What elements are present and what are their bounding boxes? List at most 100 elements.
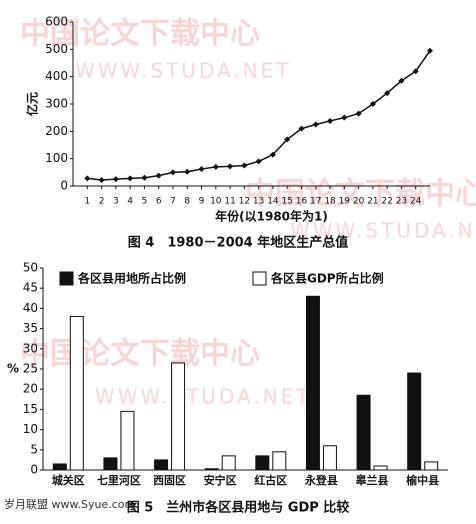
- legend-label: 各区县用地所占比例: [77, 271, 186, 286]
- bar: [120, 410, 135, 471]
- bar: [69, 315, 84, 471]
- x-tick-label: 18: [324, 197, 336, 207]
- point: [369, 101, 376, 107]
- y-tick-label: 10: [23, 422, 38, 436]
- y-tick-label: 0: [60, 179, 68, 193]
- x-tick-label: 榆中县: [406, 473, 439, 487]
- x-tick-label: 23: [396, 197, 407, 207]
- watermark: WWW.STUDA.NET: [290, 219, 476, 243]
- bar: [356, 394, 371, 471]
- bar: [221, 455, 236, 471]
- y-axis-label: 亿元: [25, 92, 40, 116]
- point: [341, 114, 348, 121]
- x-tick-label: 17: [310, 197, 321, 207]
- x-tick-label: 七里河区: [97, 473, 141, 487]
- point: [127, 175, 134, 182]
- point: [384, 90, 391, 97]
- y-tick-label: 25: [23, 362, 38, 376]
- bar: [373, 465, 388, 471]
- point: [412, 68, 419, 75]
- y-tick-label: 200: [45, 124, 68, 138]
- x-tick-label: 8: [184, 197, 190, 207]
- x-tick-label: 5: [142, 197, 148, 207]
- x-tick-label: 西固区: [153, 474, 186, 487]
- x-tick-label: 皋兰县: [356, 473, 389, 487]
- x-tick-label: 3: [113, 197, 119, 207]
- x-tick-label: 12: [239, 197, 250, 207]
- y-tick-label: 15: [23, 402, 38, 416]
- y-tick-label: 500: [45, 42, 68, 56]
- bar: [272, 451, 287, 471]
- point: [398, 77, 405, 84]
- x-tick-label: 24: [410, 197, 422, 207]
- point: [98, 176, 105, 183]
- y-tick-label: 50: [23, 261, 38, 275]
- point: [298, 125, 305, 132]
- x-tick-label: 19: [339, 197, 351, 207]
- bar: [103, 457, 118, 471]
- x-tick-label: 21: [367, 197, 378, 207]
- x-tick-label: 安宁区: [204, 473, 237, 487]
- y-tick-label: 35: [23, 321, 38, 335]
- legend-label: 各区县GDP所占比例: [270, 271, 384, 286]
- watermark: 中国论文下载中心: [245, 177, 476, 212]
- point: [198, 166, 205, 173]
- watermark: WWW.STUDA.NET: [95, 385, 312, 409]
- chart-caption: 图 4 1980－2004 年地区生产总值: [128, 235, 348, 251]
- y-axis-label: %: [7, 362, 19, 376]
- y-tick-label: 400: [45, 69, 68, 83]
- x-tick-label: 11: [224, 197, 235, 207]
- bar: [52, 463, 67, 471]
- bar: [171, 362, 186, 471]
- bar: [255, 455, 270, 471]
- legend-swatch: [59, 271, 74, 286]
- site-logo: 岁月联盟 www.Syue.com: [4, 497, 135, 511]
- point: [155, 172, 162, 179]
- watermark: WWW.STUDA.NET: [75, 59, 292, 83]
- point: [112, 176, 119, 183]
- point: [269, 151, 276, 158]
- point: [355, 110, 362, 117]
- chart-caption: 图 5 兰州市各区县用地与 GDP 比较: [127, 500, 350, 516]
- x-tick-label: 红古区: [254, 473, 287, 487]
- bar: [204, 468, 219, 471]
- x-tick-label: 4: [127, 197, 133, 207]
- y-tick-label: 600: [45, 15, 68, 29]
- point: [184, 168, 191, 175]
- point: [227, 163, 234, 170]
- x-tick-label: 城关区: [52, 473, 85, 487]
- point: [427, 47, 433, 54]
- x-tick-label: 7: [170, 197, 176, 207]
- y-tick-label: 0: [30, 463, 38, 477]
- y-tick-label: 300: [45, 97, 68, 111]
- x-tick-label: 13: [253, 197, 264, 207]
- x-tick-label: 15: [281, 197, 292, 207]
- y-tick-label: 45: [23, 281, 38, 295]
- point: [327, 117, 334, 124]
- x-tick-label: 2: [99, 197, 105, 207]
- point: [84, 175, 91, 182]
- x-axis-label: 年份(以1980年为1): [215, 209, 328, 224]
- x-tick-label: 16: [296, 197, 308, 207]
- point: [312, 121, 319, 128]
- watermark: 中国论文下载中心: [20, 17, 260, 52]
- y-tick-label: 20: [23, 382, 38, 396]
- x-tick-label: 20: [353, 197, 365, 207]
- point: [212, 163, 219, 170]
- watermark: 中国论文下载中心: [20, 337, 260, 372]
- x-tick-label: 14: [267, 197, 279, 207]
- legend-swatch: [252, 271, 267, 286]
- point: [141, 174, 148, 181]
- y-tick-label: 40: [23, 301, 38, 315]
- point: [284, 136, 291, 143]
- point: [255, 158, 262, 165]
- y-tick-label: 100: [45, 151, 68, 165]
- x-tick-label: 永登县: [304, 473, 338, 487]
- bar: [322, 445, 337, 471]
- x-tick-label: 1: [84, 197, 90, 207]
- x-tick-label: 10: [210, 197, 222, 207]
- bar: [305, 295, 320, 471]
- x-tick-label: 22: [381, 197, 392, 207]
- bar: [154, 459, 169, 471]
